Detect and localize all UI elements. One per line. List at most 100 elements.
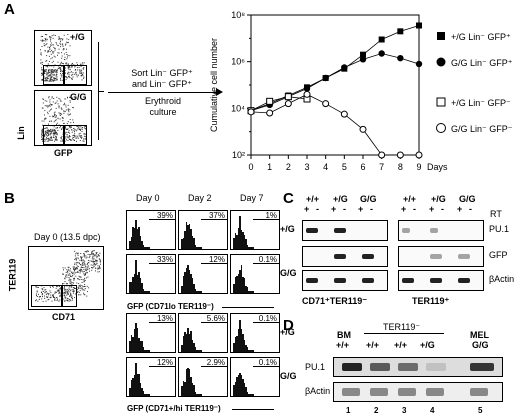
histogram-bar xyxy=(185,369,187,396)
facs-dot xyxy=(79,287,81,289)
facs-dot xyxy=(84,133,85,135)
facs-dot xyxy=(49,115,51,117)
histogram-bar xyxy=(239,373,241,396)
facs-dot xyxy=(47,296,49,298)
facs-dot xyxy=(69,55,71,57)
facs-dot xyxy=(42,124,44,126)
facs-dot xyxy=(54,79,56,81)
facs-dot xyxy=(53,75,55,76)
facs-dot xyxy=(92,250,94,252)
caption-arrow xyxy=(222,307,274,308)
facs-dot xyxy=(81,270,83,272)
facs-dot xyxy=(73,139,75,141)
histogram-bar xyxy=(133,273,135,293)
facs-dot xyxy=(68,277,70,278)
histogram-bar xyxy=(132,226,134,249)
facs-dot xyxy=(59,299,61,301)
facs-dot xyxy=(81,269,83,271)
facs-dot xyxy=(71,276,73,278)
lane-number: 2 xyxy=(374,406,379,415)
facs-dot xyxy=(41,293,43,295)
gate-line xyxy=(201,263,227,264)
facs-dot xyxy=(77,137,79,139)
histogram-bar xyxy=(191,340,193,352)
facs-dot xyxy=(77,291,79,292)
facs-dot xyxy=(50,77,51,79)
facs-label-plus-g: +/G xyxy=(70,32,85,42)
facs-dot xyxy=(79,71,81,72)
facs-dot xyxy=(52,101,54,103)
facs-dot xyxy=(74,135,76,137)
lane-header: +/+ xyxy=(366,340,380,350)
facs-dot xyxy=(50,131,52,133)
facs-dot xyxy=(68,300,70,302)
histogram-bar xyxy=(139,278,141,293)
facs-dot xyxy=(46,127,48,129)
facs-dot xyxy=(84,251,86,252)
facs-dot xyxy=(50,104,52,105)
facs-dot xyxy=(91,267,92,268)
arrow-shaft xyxy=(108,92,218,93)
facs-dot xyxy=(79,140,81,141)
facs-dot xyxy=(49,120,50,122)
facs-dot xyxy=(84,263,86,265)
percentage-label: 5.6% xyxy=(206,314,225,323)
facs-dot xyxy=(99,259,101,261)
facs-dot xyxy=(80,284,82,286)
facs-dot xyxy=(57,117,59,119)
facs-dot xyxy=(51,35,53,37)
facs-dot xyxy=(60,62,62,64)
facs-dot xyxy=(80,294,82,296)
cd71-ter119-scatter xyxy=(28,246,104,310)
facs-dot xyxy=(40,49,41,51)
gate-line xyxy=(201,366,227,367)
data-point-circle-open xyxy=(247,108,255,116)
facs-dot xyxy=(73,271,75,273)
histogram-bar xyxy=(145,394,147,396)
facs-dot xyxy=(56,78,58,80)
facs-dot xyxy=(97,268,99,270)
histogram-bar xyxy=(252,394,254,396)
facs-dot xyxy=(95,263,97,265)
culture-line: culture xyxy=(149,107,177,117)
genotype-row-label: G/G xyxy=(280,268,297,278)
rt-plus: + xyxy=(457,204,463,214)
histogram: 0.1% xyxy=(230,254,280,294)
facs-dot xyxy=(79,270,81,271)
facs-dot xyxy=(41,288,43,290)
facs-dot xyxy=(63,282,65,284)
data-point-circle-open xyxy=(415,151,423,159)
rt-plus: + xyxy=(429,204,435,214)
facs-dot xyxy=(54,132,56,134)
facs-dot xyxy=(55,137,57,139)
facs-dot xyxy=(66,283,68,285)
histogram-bar xyxy=(141,387,143,396)
facs-dot xyxy=(49,103,51,105)
legend-label: +/G Lin⁻ GFP⁺ xyxy=(451,32,511,42)
histogram-bar xyxy=(196,247,198,249)
histogram-caption-top: GFP (CD71lo TER119⁻) xyxy=(127,302,214,311)
facs-dot xyxy=(43,71,45,72)
facs-dot xyxy=(56,70,58,72)
histogram-bar xyxy=(136,327,138,352)
facs-dot xyxy=(71,129,73,131)
facs-dot xyxy=(50,297,52,299)
facs-dot xyxy=(96,263,98,265)
facs-dot xyxy=(62,44,64,46)
y-tick-label: 10⁴ xyxy=(231,103,245,113)
facs-dot xyxy=(52,116,54,118)
facs-dot xyxy=(73,130,75,132)
blot-band xyxy=(370,363,390,371)
facs-dot xyxy=(79,129,81,131)
facs-dot xyxy=(68,125,70,127)
facs-dot xyxy=(92,258,94,260)
gel-band xyxy=(430,278,442,283)
facs-dot xyxy=(55,71,57,73)
facs-dot xyxy=(75,263,77,265)
facs-dot xyxy=(100,263,101,265)
facs-dot xyxy=(80,63,82,65)
facs-dot xyxy=(59,42,61,44)
facs-dot xyxy=(55,287,57,289)
facs-dot xyxy=(68,111,70,113)
facs-dot xyxy=(54,298,56,300)
